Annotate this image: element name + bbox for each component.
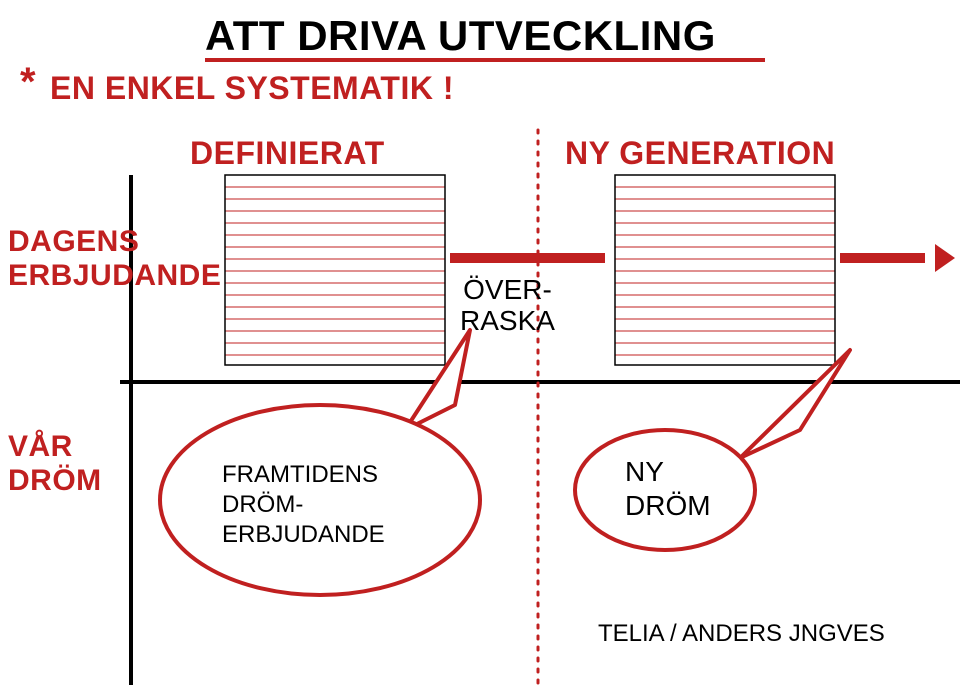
subtitle-asterisk: * — [20, 60, 36, 105]
row-label-var-drom: VÅR DRÖM — [8, 430, 102, 498]
center-label-l1: ÖVER- — [463, 274, 552, 305]
row-label-dagens-l2: ERBJUDANDE — [8, 259, 221, 292]
heading-definierat: DEFINIERAT — [190, 135, 385, 172]
bubble-nydrom-l2: DRÖM — [625, 490, 711, 521]
subtitle-text: EN ENKEL SYSTEMATIK ! — [50, 70, 454, 107]
diagram-stage: ATT DRIVA UTVECKLING * EN ENKEL SYSTEMAT… — [0, 0, 960, 685]
page-title: ATT DRIVA UTVECKLING — [205, 12, 716, 60]
bubble-framtidens-l1: FRAMTIDENS — [222, 461, 378, 488]
footer-credit: TELIA / ANDERS JNGVES — [598, 620, 885, 648]
row-label-var-l1: VÅR — [8, 430, 73, 463]
heading-ny-generation: NY GENERATION — [565, 135, 835, 172]
row-label-dagens-l1: DAGENS — [8, 225, 139, 258]
center-label-l2: RASKA — [460, 305, 555, 336]
bubble-nydrom-text: NY DRÖM — [625, 455, 711, 522]
bubble-framtidens-l3: ERBJUDANDE — [222, 521, 385, 548]
row-label-dagens: DAGENS ERBJUDANDE — [8, 225, 221, 293]
bubble-framtidens-text: FRAMTIDENS DRÖM- ERBJUDANDE — [222, 460, 385, 550]
center-label-overraska: ÖVER- RASKA — [460, 275, 555, 337]
bubble-framtidens-l2: DRÖM- — [222, 491, 303, 518]
row-label-var-l2: DRÖM — [8, 464, 102, 497]
bubble-nydrom-l1: NY — [625, 456, 664, 487]
